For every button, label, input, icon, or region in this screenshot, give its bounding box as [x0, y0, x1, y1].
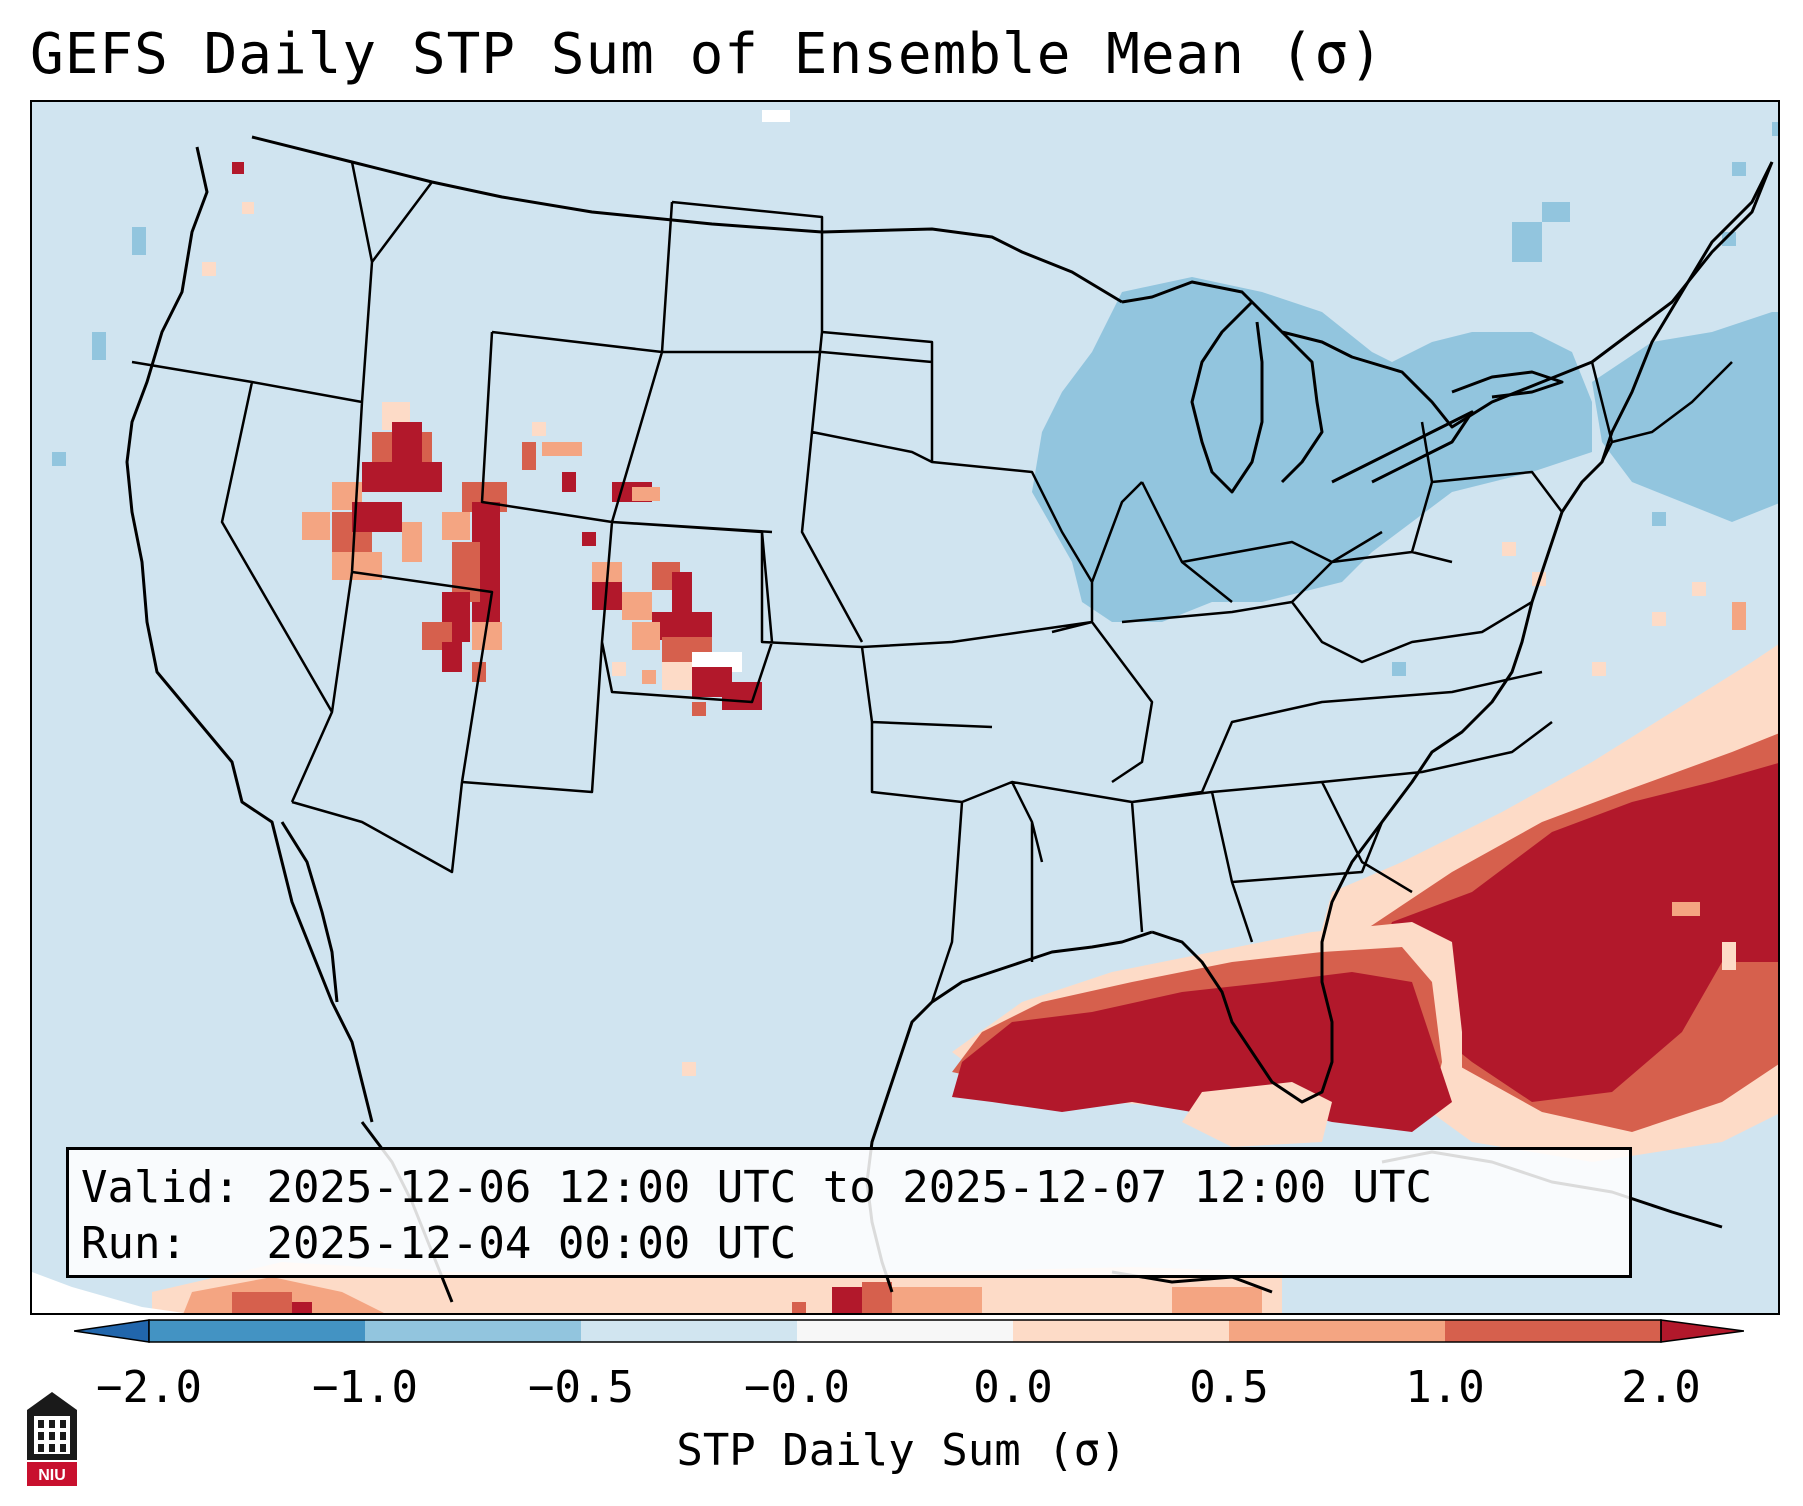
colorbar-segment: [797, 1320, 1013, 1342]
colorbar-tick-label: −0.0: [744, 1362, 850, 1413]
niu-logo: NIU: [27, 1392, 77, 1486]
pixel: [682, 1062, 696, 1076]
valid-row: Valid: 2025-12-06 12:00 UTC to 2025-12-0…: [81, 1160, 1617, 1216]
colorbar-segment: [1229, 1320, 1445, 1342]
pixel: [1652, 612, 1666, 626]
atlantic-core: [1372, 763, 1778, 1102]
colorbar-tick-label: −0.5: [528, 1362, 634, 1413]
lake-michigan-east: [1280, 330, 1324, 484]
pixel: [1652, 512, 1666, 526]
colorbar-tick-label: 1.0: [1405, 1362, 1485, 1413]
pixel: [1692, 582, 1706, 596]
colorbar-extend-low: [74, 1319, 150, 1343]
colorbar-extend-high: [1660, 1319, 1744, 1343]
rockies-cluster: [202, 162, 660, 682]
pixel: [1542, 202, 1570, 222]
valid-value: 2025-12-06 12:00 UTC to 2025-12-07 12:00…: [266, 1162, 1433, 1213]
pixel: [1732, 602, 1746, 630]
pixel: [1672, 902, 1700, 916]
pixel: [832, 1287, 862, 1313]
pixel: [92, 332, 106, 360]
pixel: [132, 227, 146, 255]
pixel: [52, 452, 66, 466]
canada-border: [251, 135, 1123, 304]
gulf-core: [952, 972, 1452, 1132]
new-england-negative: [1592, 312, 1778, 522]
pixel: [1592, 662, 1606, 676]
baja-coast: [280, 821, 339, 1003]
pixel: [1172, 1287, 1262, 1313]
great-lakes-border: [1121, 161, 1774, 429]
colorbar-tick-label: −1.0: [312, 1362, 418, 1413]
atlantic-coastline: [1151, 161, 1774, 1104]
colorbar-tick-label: 0.0: [973, 1362, 1053, 1413]
lake-erie: [1331, 410, 1474, 484]
pixel: [1732, 162, 1746, 176]
logo-text: NIU: [38, 1467, 66, 1484]
colorbar-label: STP Daily Sum (σ): [676, 1425, 1127, 1476]
pixel: [1722, 232, 1736, 246]
lake-michigan: [1190, 300, 1264, 494]
run-row: Run: 2025-12-04 00:00 UTC: [81, 1216, 1617, 1272]
pixel: [1772, 122, 1778, 136]
pixel: [232, 1292, 292, 1313]
colorbar-segment: [1013, 1320, 1229, 1342]
pixel: [1512, 222, 1542, 262]
valid-label: Valid:: [81, 1162, 240, 1213]
off-domain-wedge: [32, 1272, 184, 1313]
colorbar: [74, 1319, 1744, 1343]
valid-run-info-box: Valid: 2025-12-06 12:00 UTC to 2025-12-0…: [66, 1147, 1632, 1278]
pixel: [1722, 942, 1736, 970]
stp-field-negative: [52, 122, 1778, 676]
colorbar-tick-label: 2.0: [1621, 1362, 1701, 1413]
pixel: [1392, 662, 1406, 676]
map-panel: [30, 100, 1780, 1315]
state-borders: [131, 161, 1733, 1003]
map-canvas: [32, 110, 1778, 1313]
pixel: [892, 1287, 982, 1313]
colorbar-segment: [149, 1320, 365, 1342]
colorbar-segment: [581, 1320, 797, 1342]
gulf-south-light: [1182, 1082, 1332, 1147]
plot-title: GEFS Daily STP Sum of Ensemble Mean (σ): [30, 22, 1384, 87]
run-label: Run:: [81, 1218, 187, 1269]
pixel: [862, 1282, 892, 1313]
run-value: 2025-12-04 00:00 UTC: [266, 1218, 797, 1269]
lake-ontario: [1451, 370, 1564, 399]
pacific-coastline: [125, 146, 374, 1123]
colorbar-segment: [365, 1320, 581, 1342]
pixel: [1502, 542, 1516, 556]
colorbar-tick-label: 0.5: [1189, 1362, 1269, 1413]
pixel: [792, 1302, 806, 1313]
colorbar-tick-label: −2.0: [96, 1362, 202, 1413]
colorbar-segment: [1445, 1320, 1661, 1342]
stp-field-positive: [152, 110, 1778, 1313]
pixel: [762, 110, 790, 122]
pixel: [292, 1302, 312, 1313]
